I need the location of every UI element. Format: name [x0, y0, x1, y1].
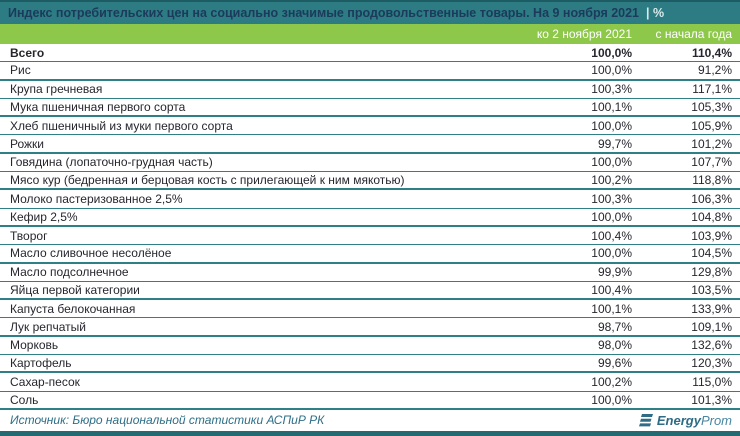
- value-ytd: 101,2%: [691, 136, 732, 151]
- table-row: Говядина (лопаточно-грудная часть) 100,0…: [0, 154, 740, 173]
- product-name: Мясо кур (бедренная и берцовая кость с п…: [10, 173, 405, 188]
- value-to-nov2: 100,0%: [591, 155, 632, 170]
- energyprom-logo: EnergyProm: [638, 413, 732, 428]
- table-row: Лук репчатый 98,7% 109,1%: [0, 318, 740, 337]
- value-to-nov2: 100,1%: [591, 301, 632, 316]
- table-row: Мука пшеничная первого сорта 100,1% 105,…: [0, 99, 740, 118]
- value-ytd: 115,0%: [692, 374, 732, 389]
- footer: Источник: Бюро национальной статистики А…: [0, 410, 740, 431]
- bottom-accent-bar: [0, 431, 740, 436]
- table-row: Масло сливочное несолёное 100,0% 104,5%: [0, 245, 740, 264]
- table-row: Творог 100,4% 103,9%: [0, 227, 740, 246]
- product-name: Сахар-песок: [10, 374, 80, 389]
- value-to-nov2: 100,4%: [591, 228, 632, 243]
- value-ytd: 105,3%: [691, 100, 732, 115]
- product-name: Всего: [10, 45, 45, 60]
- value-to-nov2: 100,3%: [591, 192, 632, 207]
- product-name: Хлеб пшеничный из муки первого сорта: [10, 118, 233, 133]
- value-to-nov2: 100,0%: [591, 118, 632, 133]
- product-name: Масло подсолнечное: [10, 265, 129, 280]
- value-ytd: 109,1%: [691, 319, 732, 334]
- value-to-nov2: 99,9%: [597, 265, 632, 280]
- page-title: Индекс потребительских цен на социально …: [8, 6, 640, 20]
- product-name: Капуста белокочанная: [10, 301, 136, 316]
- table-row: Рис 100,0% 91,2%: [0, 62, 740, 81]
- value-ytd: 129,8%: [691, 265, 732, 280]
- product-name: Молоко пастеризованное 2,5%: [10, 192, 183, 207]
- table-row: Капуста белокочанная 100,1% 133,9%: [0, 300, 740, 319]
- table-row: Картофель 99,6% 120,3%: [0, 355, 740, 374]
- value-ytd: 103,9%: [691, 228, 732, 243]
- table-row: Морковь 98,0% 132,6%: [0, 337, 740, 356]
- column-header-ytd: с начала года: [655, 27, 732, 41]
- table-row: Масло подсолнечное 99,9% 129,8%: [0, 264, 740, 282]
- table-row: Рожки 99,7% 101,2%: [0, 135, 740, 154]
- product-name: Творог: [10, 228, 48, 243]
- table-row: Соль 100,0% 101,3%: [0, 392, 740, 410]
- value-to-nov2: 100,1%: [591, 100, 632, 115]
- product-name: Соль: [10, 392, 39, 407]
- logo-text-energy: Energy: [656, 412, 701, 428]
- value-ytd: 133,9%: [691, 301, 732, 316]
- value-ytd: 91,2%: [697, 63, 732, 78]
- product-name: Яйца первой категории: [10, 283, 140, 297]
- title-percent-suffix: | %: [646, 6, 665, 20]
- product-name: Масло сливочное несолёное: [10, 246, 172, 261]
- product-name: Рис: [10, 63, 31, 78]
- value-ytd: 105,9%: [691, 118, 732, 133]
- value-to-nov2: 100,0%: [591, 246, 632, 261]
- value-to-nov2: 99,7%: [597, 136, 632, 151]
- product-name: Морковь: [10, 338, 59, 353]
- value-to-nov2: 100,0%: [591, 392, 632, 407]
- value-to-nov2: 100,3%: [591, 82, 632, 97]
- table-row: Яйца первой категории 100,4% 103,5%: [0, 282, 740, 301]
- table-row: Молоко пастеризованное 2,5% 100,3% 106,3…: [0, 190, 740, 209]
- product-name: Рожки: [10, 136, 44, 151]
- value-to-nov2: 100,0%: [591, 209, 632, 224]
- column-header-band: ко 2 ноября 2021 с начала года: [0, 24, 740, 44]
- value-to-nov2: 98,7%: [597, 319, 632, 334]
- product-name: Крупа гречневая: [10, 82, 103, 97]
- product-name: Картофель: [10, 356, 72, 371]
- table-row: Кефир 2,5% 100,0% 104,8%: [0, 209, 740, 227]
- value-ytd: 110,4%: [691, 45, 732, 60]
- value-to-nov2: 100,0%: [591, 63, 632, 78]
- value-ytd: 104,5%: [691, 246, 732, 261]
- value-ytd: 104,8%: [691, 209, 732, 224]
- product-name: Говядина (лопаточно-грудная часть): [10, 155, 213, 170]
- table-row: Мясо кур (бедренная и берцовая кость с п…: [0, 172, 740, 191]
- value-to-nov2: 99,6%: [597, 356, 632, 371]
- table-row: Крупа гречневая 100,3% 117,1%: [0, 81, 740, 99]
- product-name: Лук репчатый: [10, 319, 86, 334]
- title-bar: Индекс потребительских цен на социально …: [0, 0, 740, 24]
- value-ytd: 101,3%: [691, 392, 732, 407]
- value-to-nov2: 100,0%: [591, 45, 632, 60]
- value-ytd: 103,5%: [691, 283, 732, 297]
- value-ytd: 117,1%: [692, 82, 732, 97]
- value-ytd: 107,7%: [691, 155, 732, 170]
- table-row: Хлеб пшеничный из муки первого сорта 100…: [0, 117, 740, 136]
- value-ytd: 118,8%: [692, 173, 732, 188]
- logo-text: EnergyProm: [657, 413, 732, 428]
- energyprom-bars-icon: [638, 413, 653, 427]
- value-to-nov2: 100,2%: [591, 374, 632, 389]
- value-to-nov2: 100,2%: [591, 173, 632, 188]
- value-ytd: 106,3%: [691, 192, 732, 207]
- column-header-to-nov2: ко 2 ноября 2021: [536, 27, 632, 41]
- product-name: Мука пшеничная первого сорта: [10, 100, 186, 115]
- product-name: Кефир 2,5%: [10, 209, 78, 224]
- source-note: Источник: Бюро национальной статистики А…: [10, 413, 325, 428]
- logo-text-prom: Prom: [700, 412, 732, 428]
- value-to-nov2: 98,0%: [597, 338, 632, 353]
- value-to-nov2: 100,4%: [591, 283, 632, 297]
- table-row: Всего 100,0% 110,4%: [0, 44, 740, 63]
- table-row: Сахар-песок 100,2% 115,0%: [0, 373, 740, 392]
- value-ytd: 132,6%: [691, 338, 732, 353]
- value-ytd: 120,3%: [691, 356, 732, 371]
- price-table: Всего 100,0% 110,4% Рис 100,0% 91,2% Кру…: [0, 44, 740, 410]
